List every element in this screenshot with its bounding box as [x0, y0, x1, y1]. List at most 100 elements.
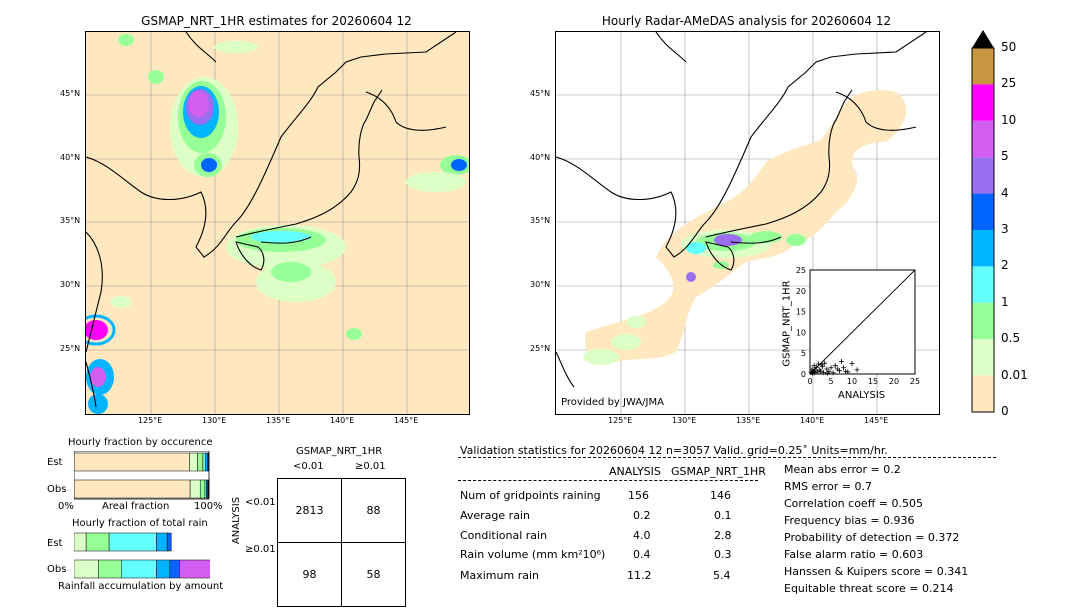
fraction-bar-segment	[166, 532, 172, 552]
left-lon-tick: 130°E	[202, 416, 227, 425]
colorbar-tick-label: 0.01	[1001, 367, 1028, 382]
scatter-x-tick: 15	[868, 377, 878, 386]
scatter-point	[824, 366, 830, 372]
validation-row-label: Conditional rain	[460, 529, 548, 542]
validation-row-analysis: 11.2	[627, 569, 652, 582]
left-lon-tick: 145°E	[394, 416, 419, 425]
validation-dashed-rule	[458, 457, 996, 458]
scatter-point	[839, 359, 844, 365]
scatter-y-tick: 25	[796, 266, 806, 275]
scatter-point	[832, 363, 838, 369]
colorbar-tick-label: 5	[1001, 149, 1009, 164]
validation-row-analysis: 4.0	[633, 529, 651, 542]
contingency-row-header: ≥0.01	[245, 544, 276, 555]
contingency-cell: 2813	[277, 478, 342, 543]
left-lat-tick: 45°N	[60, 89, 81, 98]
validation-row-gsmap: 0.1	[714, 509, 732, 522]
left-lon-tick: 125°E	[138, 416, 163, 425]
right-lat-tick: 30°N	[530, 280, 551, 289]
fraction-bar-segment	[179, 559, 210, 579]
colorbar-over-arrow	[972, 30, 994, 48]
validation-row-label: Average rain	[460, 509, 530, 522]
occurrence-row-est: Est	[47, 457, 63, 468]
scatter-point	[809, 366, 815, 372]
colorbar-segment	[972, 230, 994, 267]
validation-row-gsmap: 2.8	[714, 529, 732, 542]
right-lon-tick: 145°E	[864, 416, 889, 425]
fraction-bar-segment	[189, 452, 198, 472]
scatter-ylabel: GSMAP_NRT_1HR	[781, 280, 793, 367]
right-lon-tick: 140°E	[800, 416, 825, 425]
left-lat-tick: 25°N	[60, 344, 81, 353]
colorbar	[971, 30, 995, 413]
occurrence-title: Hourly fraction by occurence	[68, 437, 213, 448]
scatter-point	[819, 362, 825, 368]
fraction-bar-segment	[121, 559, 157, 579]
score-line: Correlation coeff = 0.505	[784, 497, 923, 510]
score-line: Hanssen & Kuipers score = 0.341	[784, 565, 969, 578]
scatter-point	[843, 369, 849, 375]
fraction-bar-segment	[199, 479, 206, 499]
contingency-cell: 98	[277, 542, 342, 607]
contingency-row-header: <0.01	[245, 497, 276, 508]
colorbar-tick-label: 1	[1001, 294, 1009, 309]
scatter-point	[812, 367, 818, 373]
total-row-est: Est	[47, 538, 63, 549]
validation-row-analysis: 0.4	[633, 548, 651, 561]
left-lon-tick: 135°E	[266, 416, 291, 425]
scatter-xlabel: ANALYSIS	[838, 390, 886, 401]
scatter-inset: 00 5 5 10 10 15 15 20 20 25 25	[796, 266, 920, 386]
colorbar-segment	[972, 302, 994, 340]
scatter-y-tick: 20	[796, 287, 806, 296]
validation-header: Validation statistics for 20260604 12 n=…	[460, 444, 888, 457]
scatter-point	[813, 364, 819, 370]
scatter-y-tick: 15	[796, 308, 806, 317]
score-line: Equitable threat score = 0.214	[784, 582, 954, 595]
left-map-title: GSMAP_NRT_1HR estimates for 20260604 12	[141, 14, 412, 28]
colorbar-segment	[972, 375, 994, 412]
scatter-point	[812, 370, 818, 376]
colorbar-segment	[972, 48, 994, 85]
score-line: Frequency bias = 0.936	[784, 514, 915, 527]
radar-coverage	[585, 90, 907, 364]
contingency-col-header: ≥0.01	[355, 461, 386, 472]
scatter-y-tick: 5	[801, 349, 806, 358]
scatter-point	[841, 365, 847, 371]
validation-row-analysis: 156	[628, 489, 649, 502]
left-lat-tick: 40°N	[60, 153, 81, 162]
colorbar-tick-label: 10	[1001, 112, 1017, 127]
total-rain-bars	[74, 532, 210, 579]
scatter-point	[808, 369, 814, 375]
right-lat-tick: 45°N	[530, 89, 551, 98]
right-map-svg	[556, 32, 939, 414]
colorbar-segment	[972, 120, 994, 158]
scatter-point	[820, 369, 826, 375]
data-credit: Provided by JWA/JMA	[561, 397, 664, 408]
fraction-bar-segment	[156, 532, 168, 552]
fraction-bar-segment	[74, 559, 99, 579]
scatter-point	[810, 370, 816, 376]
fraction-bar-segment	[189, 479, 201, 499]
scatter-point	[817, 367, 823, 373]
fraction-bar-segment	[98, 559, 122, 579]
right-lon-tick: 125°E	[608, 416, 633, 425]
occurrence-x-left: 0%	[58, 501, 74, 512]
validation-row-gsmap: 5.4	[713, 569, 731, 582]
scatter-y-tick: 10	[796, 328, 806, 337]
colorbar-segment	[972, 157, 994, 194]
left-map-panel	[85, 31, 470, 415]
right-precip-field	[583, 230, 806, 365]
right-lat-tick: 35°N	[530, 216, 551, 225]
fraction-bar-segment	[74, 452, 190, 472]
total-row-obs: Obs	[47, 564, 67, 575]
scatter-x-tick: 25	[910, 377, 920, 386]
validation-row-label: Rain volume (mm km²10⁶)	[460, 548, 606, 561]
contingency-cell: 58	[341, 542, 406, 607]
fraction-bar-segment	[169, 559, 180, 579]
right-lat-tick: 25°N	[530, 344, 551, 353]
scatter-point	[830, 370, 836, 376]
contingency-col-header: <0.01	[293, 461, 324, 472]
scatter-x-tick: 0	[807, 377, 812, 386]
scatter-point	[849, 361, 855, 367]
right-lat-tick: 40°N	[530, 153, 551, 162]
